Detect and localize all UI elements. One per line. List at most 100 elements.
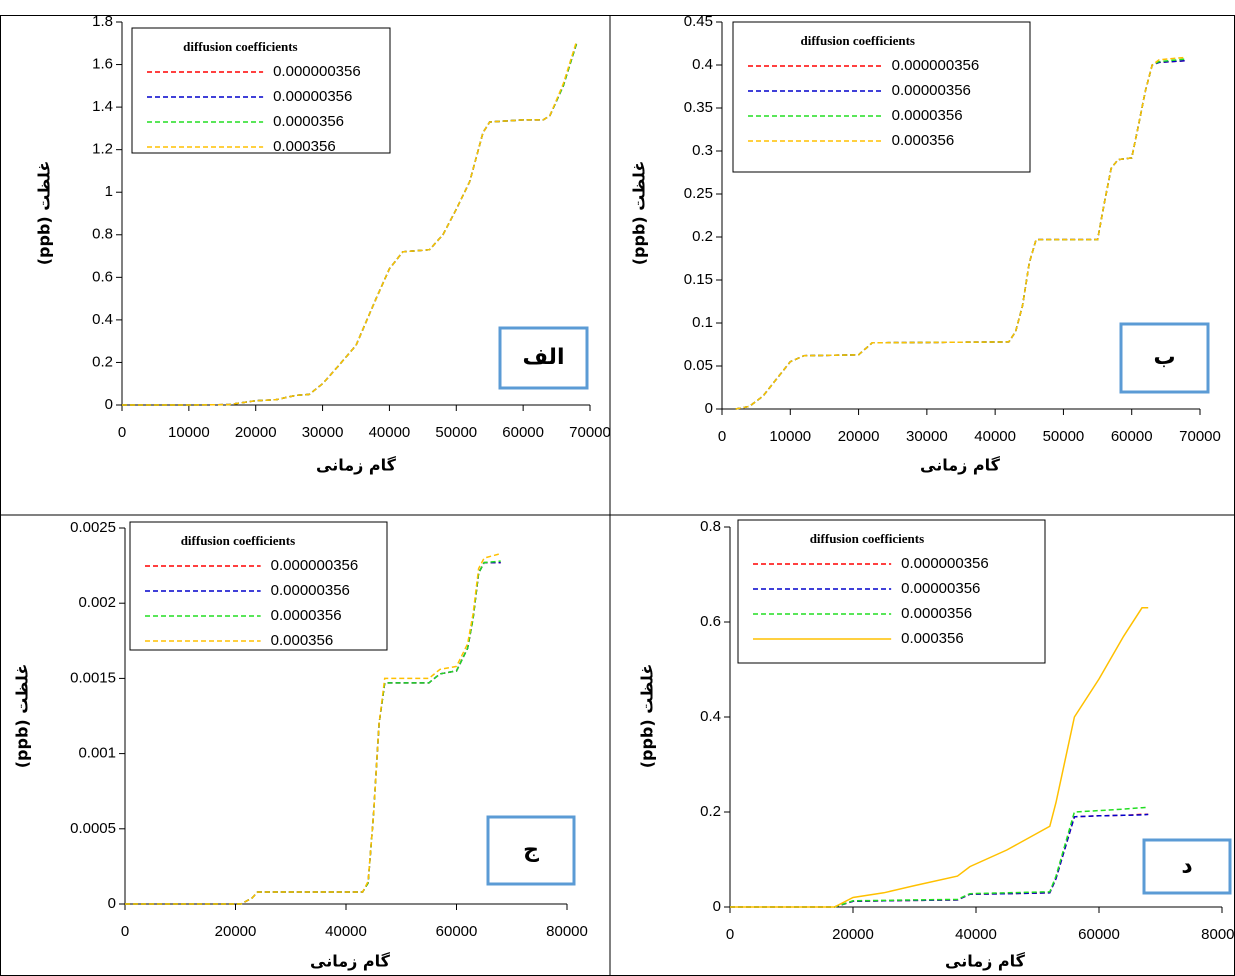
y-tick-label: 0.1	[692, 314, 713, 331]
x-tick-label: 80000	[546, 923, 588, 940]
y-tick-label: 1.6	[92, 56, 113, 73]
y-tick-label: 0.2	[92, 353, 113, 370]
x-tick-label: 60000	[502, 424, 544, 441]
annotation-box	[498, 326, 589, 390]
x-tick-label: 80000	[1201, 926, 1235, 943]
legend-title: diffusion coefficients	[183, 39, 297, 54]
y-tick-label: 0.25	[684, 185, 713, 202]
x-tick-label: 50000	[435, 424, 477, 441]
y-tick-label: 0.6	[700, 613, 721, 630]
legend-label: 0.000000356	[892, 57, 980, 74]
x-tick-label: 40000	[325, 923, 367, 940]
series-line	[730, 813, 1149, 908]
y-tick-label: 0.6	[92, 268, 113, 285]
legend-label: 0.000356	[892, 132, 955, 149]
y-tick-label: 0.8	[700, 518, 721, 535]
legend-title: diffusion coefficients	[801, 33, 915, 48]
y-tick-label: 0.0005	[70, 820, 116, 837]
x-tick-label: 10000	[769, 428, 811, 445]
legend-box	[131, 27, 391, 154]
series-line	[730, 607, 1149, 908]
legend-title: diffusion coefficients	[181, 533, 295, 548]
y-tick-label: 0.8	[92, 226, 113, 243]
legend-label: 0.000000356	[271, 557, 359, 574]
y-tick-label: 0.2	[700, 803, 721, 820]
legend-label: 0.000000356	[901, 555, 989, 572]
y-tick-label: 0	[713, 898, 721, 915]
legend-label: 0.000356	[271, 632, 334, 649]
y-tick-label: 0.05	[684, 357, 713, 374]
legend-label: 0.0000356	[901, 605, 972, 622]
x-tick-label: 40000	[955, 926, 997, 943]
y-tick-label: 0	[108, 895, 116, 912]
legend-label: 0.000356	[901, 630, 964, 647]
y-tick-label: 0.3	[692, 142, 713, 159]
x-tick-label: 30000	[302, 424, 344, 441]
x-tick-label: 70000	[1179, 428, 1221, 445]
y-tick-label: 0.15	[684, 271, 713, 288]
x-axis-label: گام زمانی	[920, 456, 1001, 475]
legend-title: diffusion coefficients	[810, 531, 924, 546]
x-tick-label: 60000	[1111, 428, 1153, 445]
y-tick-label: 0.2	[692, 228, 713, 245]
y-axis-label: غلظت (ppb)	[35, 161, 54, 266]
x-tick-label: 0	[718, 428, 726, 445]
y-tick-label: 0.4	[692, 56, 713, 73]
legend-label: 0.000356	[273, 138, 336, 155]
x-tick-label: 0	[118, 424, 126, 441]
x-axis-label: گام زمانی	[310, 952, 391, 971]
y-tick-label: 0.0015	[70, 669, 116, 686]
y-tick-label: 0	[705, 400, 713, 417]
x-tick-label: 20000	[215, 923, 257, 940]
x-tick-label: 10000	[168, 424, 210, 441]
y-tick-label: 1.4	[92, 98, 113, 115]
y-tick-label: 1.2	[92, 141, 113, 158]
y-axis-label: غلظت (ppb)	[630, 161, 649, 266]
series-line	[735, 56, 1187, 410]
x-tick-label: 40000	[974, 428, 1016, 445]
x-tick-label: 50000	[1043, 428, 1085, 445]
series-line	[730, 806, 1149, 908]
x-tick-label: 30000	[906, 428, 948, 445]
series-line	[125, 552, 501, 905]
y-tick-label: 0	[105, 396, 113, 413]
legend-label: 0.0000356	[271, 607, 342, 624]
x-tick-label: 60000	[1078, 926, 1120, 943]
y-tick-label: 0.0025	[70, 519, 116, 536]
x-tick-label: 20000	[832, 926, 874, 943]
annotation-box	[1142, 838, 1232, 895]
x-tick-label: 20000	[838, 428, 880, 445]
y-tick-label: 1.8	[92, 13, 113, 30]
y-tick-label: 0.4	[700, 708, 721, 725]
x-tick-label: 60000	[436, 923, 478, 940]
x-axis-label: گام زمانی	[945, 952, 1026, 971]
x-tick-label: 20000	[235, 424, 277, 441]
annotation: ب	[1153, 345, 1175, 370]
legend-label: 0.0000356	[273, 113, 344, 130]
frame	[0, 15, 1235, 976]
y-tick-label: 0.45	[684, 13, 713, 30]
y-tick-label: 0.002	[78, 594, 116, 611]
annotation-box	[486, 815, 576, 886]
legend-label: 0.00000356	[901, 580, 980, 597]
series-line	[730, 813, 1149, 908]
legend-label: 0.0000356	[892, 107, 963, 124]
y-tick-label: 1	[105, 183, 113, 200]
annotation-box	[1119, 322, 1210, 394]
legend-label: 0.00000356	[273, 88, 352, 105]
y-tick-label: 0.35	[684, 99, 713, 116]
legend-box	[732, 21, 1031, 173]
x-tick-label: 0	[726, 926, 734, 943]
y-axis-label: غلظت (ppb)	[638, 664, 657, 769]
x-tick-label: 0	[121, 923, 129, 940]
annotation: د	[1181, 854, 1192, 879]
y-tick-label: 0.001	[78, 745, 116, 762]
y-axis-label: غلظت (ppb)	[13, 664, 32, 769]
legend-label: 0.00000356	[892, 82, 971, 99]
x-tick-label: 40000	[369, 424, 411, 441]
x-axis-label: گام زمانی	[316, 456, 397, 475]
x-tick-label: 70000	[569, 424, 611, 441]
legend-label: 0.000000356	[273, 63, 361, 80]
annotation: الف	[522, 345, 564, 370]
